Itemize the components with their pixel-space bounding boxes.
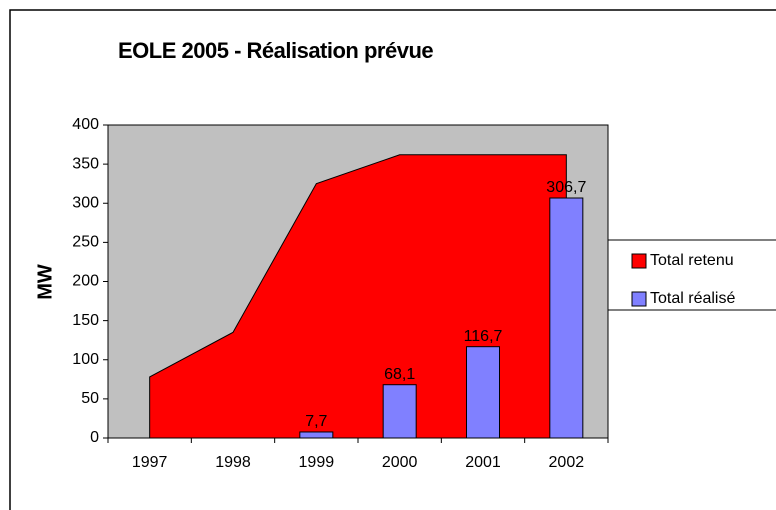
data-label: 7,7: [305, 413, 327, 430]
y-tick-label: 400: [72, 116, 99, 133]
data-label: 116,7: [464, 328, 503, 345]
legend-swatch: [631, 291, 647, 307]
x-tick-label: 2000: [382, 454, 418, 471]
legend-label: Total retenu: [650, 252, 734, 269]
y-tick-label: 200: [72, 273, 99, 290]
x-tick-label: 1999: [299, 454, 335, 471]
y-tick-label: 350: [72, 155, 99, 172]
x-tick-label: 2002: [549, 454, 585, 471]
y-tick-label: 0: [90, 429, 99, 446]
bar: [299, 431, 334, 439]
data-label: 68,1: [384, 366, 415, 383]
x-tick-label: 2001: [465, 454, 501, 471]
y-tick-label: 250: [72, 234, 99, 251]
y-tick-label: 50: [81, 390, 99, 407]
y-axis-label: MW: [34, 264, 56, 300]
y-tick-label: 300: [72, 194, 99, 211]
x-tick-label: 1998: [215, 454, 251, 471]
data-label: 306,7: [546, 179, 586, 196]
legend-swatch: [631, 253, 647, 269]
chart-title: EOLE 2005 - Réalisation prévue: [118, 38, 433, 63]
y-tick-label: 150: [72, 312, 99, 329]
bar: [549, 197, 584, 439]
x-tick-label: 1997: [132, 454, 168, 471]
bar: [382, 384, 417, 439]
bar: [466, 346, 500, 439]
legend-label: Total réalisé: [650, 290, 735, 307]
y-tick-label: 100: [72, 351, 99, 368]
